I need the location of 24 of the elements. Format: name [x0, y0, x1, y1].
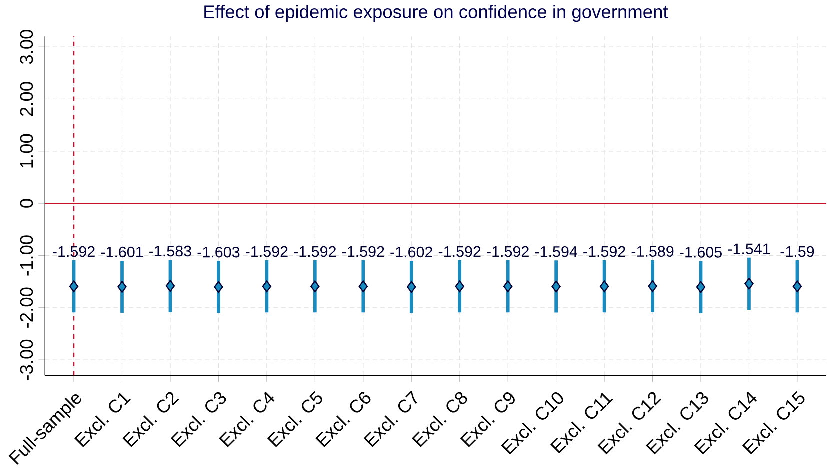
y-tick-label: -3.00	[20, 340, 34, 380]
y-tick-label: -1.00	[20, 236, 34, 276]
data-label: -1.592	[342, 246, 384, 258]
data-label: -1.541	[728, 244, 770, 255]
chart-title: Effect of epidemic exposure on confidence in government	[204, 5, 668, 22]
data-label: -1.594	[535, 246, 578, 258]
data-label: -1.592	[53, 246, 95, 258]
data-label: -1.583	[150, 246, 192, 257]
data-label: -1.602	[390, 246, 432, 258]
data-label: -1.592	[584, 246, 626, 258]
y-tick-label: 1.00	[20, 134, 34, 168]
data-label: -1.592	[487, 246, 529, 258]
data-label: -1.605	[680, 247, 722, 258]
y-tick-label: -2.00	[20, 288, 34, 328]
y-tick-label: 0	[20, 199, 34, 208]
y-tick-label: 2.00	[20, 82, 34, 116]
data-label: -1.601	[101, 246, 144, 258]
data-label: -1.592	[294, 246, 336, 258]
data-label: -1.59	[780, 246, 814, 258]
data-label: -1.592	[438, 246, 481, 258]
data-label: -1.592	[246, 246, 288, 258]
data-label: -1.589	[632, 246, 674, 258]
data-label: -1.603	[198, 247, 240, 258]
y-tick-label: 3.00	[20, 30, 34, 64]
